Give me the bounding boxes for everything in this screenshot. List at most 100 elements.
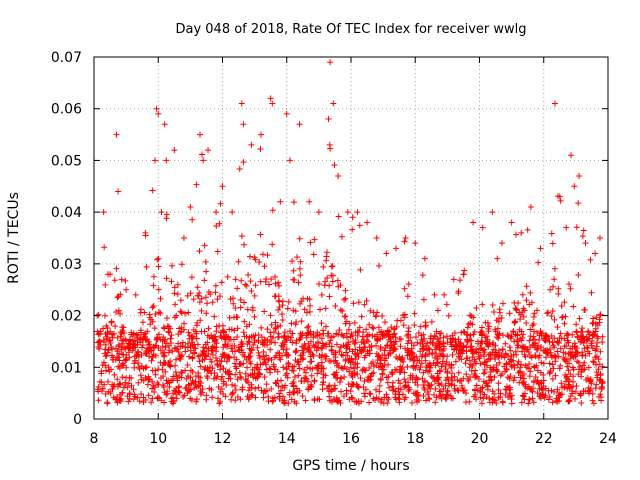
data-point (239, 349, 246, 356)
data-point (249, 307, 256, 314)
data-point (458, 382, 465, 389)
data-point (286, 157, 293, 164)
data-point (250, 342, 257, 349)
data-point (94, 386, 101, 393)
data-point (172, 369, 179, 376)
data-point (270, 329, 277, 336)
data-point (507, 335, 514, 342)
data-point (326, 282, 333, 289)
data-point (547, 369, 554, 376)
data-point (261, 263, 268, 270)
data-point (251, 254, 258, 261)
x-tick-label: 18 (406, 431, 424, 447)
data-point (114, 376, 121, 383)
data-point (284, 305, 291, 312)
data-point (202, 258, 209, 265)
data-point (272, 293, 279, 300)
data-point (538, 380, 545, 387)
data-point (436, 367, 443, 374)
data-point (336, 379, 343, 386)
data-point (279, 383, 286, 390)
data-point (364, 219, 371, 226)
data-point (247, 278, 254, 285)
data-point (307, 383, 314, 390)
data-point (593, 381, 600, 388)
data-point (507, 361, 514, 368)
data-point (130, 396, 137, 403)
data-point (502, 350, 509, 357)
data-point (167, 358, 174, 365)
data-point (336, 348, 343, 355)
data-point (565, 381, 572, 388)
data-point (272, 274, 279, 281)
data-point (231, 354, 238, 361)
data-point (564, 337, 571, 344)
data-point (354, 364, 361, 371)
data-point (103, 333, 110, 340)
data-point (355, 384, 362, 391)
data-point (176, 389, 183, 396)
data-point (303, 309, 310, 316)
data-point (517, 316, 524, 323)
data-point (195, 373, 202, 380)
data-point (544, 310, 551, 317)
data-point (104, 399, 111, 406)
data-point (174, 346, 181, 353)
data-point (291, 363, 298, 370)
data-point (171, 387, 178, 394)
data-point (590, 400, 597, 407)
data-point (443, 301, 450, 308)
data-point (365, 338, 372, 345)
data-point (599, 339, 606, 346)
data-point (347, 388, 354, 395)
data-point (244, 306, 251, 313)
data-point (264, 252, 271, 259)
data-point (134, 332, 141, 339)
data-point (382, 319, 389, 326)
data-point (236, 369, 243, 376)
data-point (218, 358, 225, 365)
data-point (137, 335, 144, 342)
data-point (277, 198, 284, 205)
data-point (184, 292, 191, 299)
data-point (444, 339, 451, 346)
data-point (212, 354, 219, 361)
data-point (345, 326, 352, 333)
data-point (421, 255, 428, 262)
data-point (205, 147, 212, 154)
data-point (377, 375, 384, 382)
data-point (259, 251, 266, 258)
data-point (161, 121, 168, 128)
data-point (100, 325, 107, 332)
data-point (499, 346, 506, 353)
data-point (230, 336, 237, 343)
data-point (332, 385, 339, 392)
data-point (268, 385, 275, 392)
data-point (310, 330, 317, 337)
data-point (219, 351, 226, 358)
data-point (137, 336, 144, 343)
data-point (139, 319, 146, 326)
data-point (283, 110, 290, 117)
data-point (448, 374, 455, 381)
data-point (144, 328, 151, 335)
data-point (556, 193, 563, 200)
data-point (287, 336, 294, 343)
data-point (229, 381, 236, 388)
data-point (236, 166, 243, 173)
data-point (146, 311, 153, 318)
data-point (393, 353, 400, 360)
data-point (94, 339, 101, 346)
data-point (101, 350, 108, 357)
data-point (548, 387, 555, 394)
data-point (256, 354, 263, 361)
data-point (419, 272, 426, 279)
data-point (197, 380, 204, 387)
data-point (394, 317, 401, 324)
data-point (216, 220, 223, 227)
y-tick-label: 0.01 (51, 360, 82, 376)
data-point (174, 291, 181, 298)
data-point (539, 386, 546, 393)
data-point (351, 369, 358, 376)
data-point (548, 332, 555, 339)
